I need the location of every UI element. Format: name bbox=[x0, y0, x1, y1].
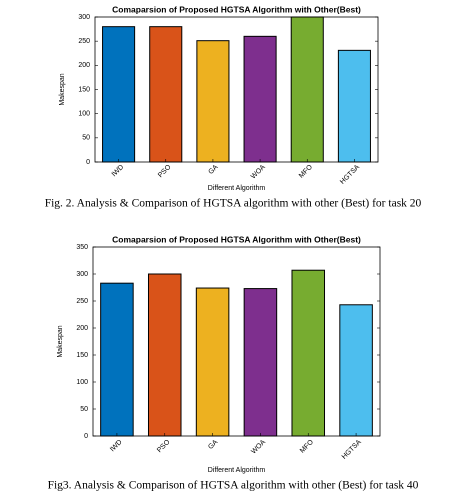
chart-title: Comaparsion of Proposed HGTSA Algorithm … bbox=[112, 234, 361, 244]
bar bbox=[290, 16, 324, 163]
axes-box bbox=[92, 246, 381, 437]
x-tick-label: WOA bbox=[250, 439, 267, 456]
x-axis-label: Different Algorithm bbox=[208, 185, 266, 192]
bar bbox=[147, 273, 182, 437]
x-tick-label: HGTSA bbox=[341, 439, 363, 461]
bar bbox=[337, 49, 371, 163]
x-tick-label: PSO bbox=[157, 163, 173, 179]
y-tick-label: 50 bbox=[82, 135, 90, 142]
y-tick-label: 200 bbox=[76, 325, 88, 332]
bar bbox=[195, 287, 230, 437]
figure-caption: Fig. 2. Analysis & Comparison of HGTSA a… bbox=[45, 198, 422, 210]
y-tick-label: 250 bbox=[78, 38, 90, 45]
y-tick-label: 100 bbox=[78, 111, 90, 118]
y-tick-label: 350 bbox=[76, 244, 88, 251]
x-tick-label: GA bbox=[208, 164, 220, 176]
x-tick-label: GA bbox=[207, 439, 219, 451]
y-tick-label: 300 bbox=[78, 14, 90, 21]
y-tick-label: 150 bbox=[78, 86, 90, 93]
bar bbox=[243, 35, 277, 163]
bar bbox=[102, 26, 136, 163]
figure-caption: Fig3. Analysis & Comparison of HGTSA alg… bbox=[48, 480, 419, 492]
axes-box bbox=[94, 16, 379, 163]
x-axis-label: Different Algorithm bbox=[208, 467, 266, 474]
y-tick-label: 300 bbox=[76, 271, 88, 278]
x-tick-label: PSO bbox=[156, 438, 172, 454]
x-tick-label: WOA bbox=[250, 164, 267, 181]
bar bbox=[339, 304, 373, 437]
y-tick-label: 250 bbox=[76, 298, 88, 305]
x-tick-label: HGTSA bbox=[339, 164, 361, 186]
y-tick-label: 200 bbox=[78, 62, 90, 69]
y-axis-label: Makespan bbox=[59, 73, 66, 105]
y-tick-label: 100 bbox=[76, 379, 88, 386]
y-tick-label: 0 bbox=[84, 433, 88, 440]
x-tick-label: IWD bbox=[109, 439, 124, 454]
x-tick-label: MFO bbox=[298, 163, 314, 179]
y-axis-label: Makespan bbox=[57, 325, 64, 357]
bar bbox=[100, 282, 134, 437]
y-tick-label: 50 bbox=[80, 406, 88, 413]
bar bbox=[243, 288, 278, 437]
bar bbox=[291, 269, 326, 437]
y-tick-label: 150 bbox=[76, 352, 88, 359]
chart-title: Comaparsion of Proposed HGTSA Algorithm … bbox=[112, 4, 361, 14]
y-tick-label: 0 bbox=[86, 159, 90, 166]
bar bbox=[149, 26, 183, 163]
x-tick-label: MFO bbox=[299, 438, 315, 454]
bar bbox=[196, 40, 230, 163]
x-tick-label: IWD bbox=[111, 164, 126, 179]
